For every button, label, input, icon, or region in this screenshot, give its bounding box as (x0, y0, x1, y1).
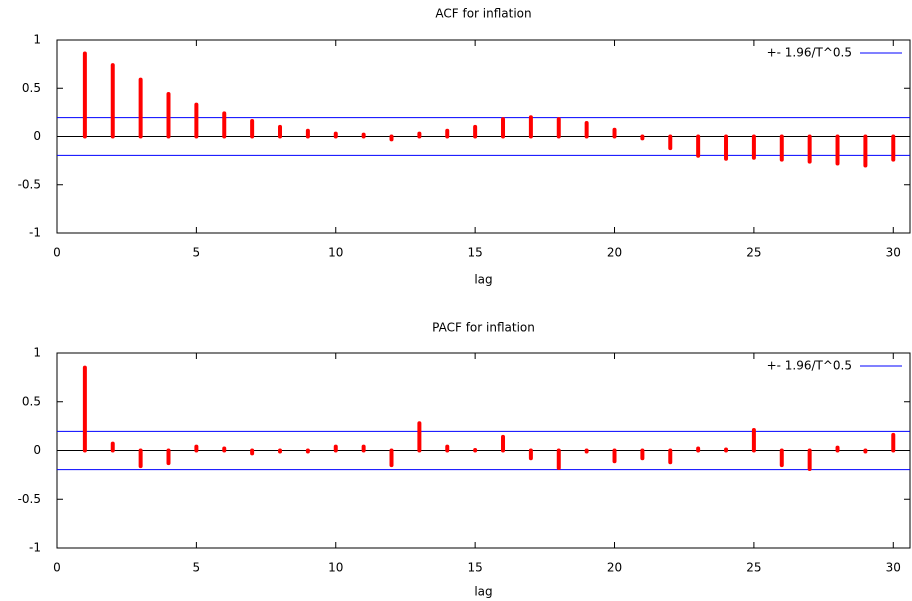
y-tick-label: 1 (33, 33, 41, 47)
x-tick-label: 30 (886, 561, 901, 575)
y-tick-label: 0.5 (22, 81, 41, 95)
y-tick-label: -1 (29, 226, 41, 240)
y-tick-label: 0 (33, 129, 41, 143)
x-tick-label: 0 (53, 246, 61, 260)
x-tick-label: 5 (193, 561, 201, 575)
y-tick-label: -0.5 (18, 492, 41, 506)
x-axis-label: lag (474, 585, 492, 599)
chart-title: PACF for inflation (432, 321, 535, 335)
y-tick-label: 0 (33, 443, 41, 457)
x-tick-label: 10 (328, 246, 343, 260)
x-tick-label: 10 (328, 561, 343, 575)
x-tick-label: 25 (746, 561, 761, 575)
x-tick-label: 20 (607, 561, 622, 575)
y-tick-label: 1 (33, 346, 41, 360)
chart-title: ACF for inflation (435, 7, 531, 21)
x-tick-label: 20 (607, 246, 622, 260)
x-tick-label: 15 (467, 561, 482, 575)
y-tick-label: 0.5 (22, 394, 41, 408)
x-tick-label: 0 (53, 561, 61, 575)
x-tick-label: 25 (746, 246, 761, 260)
y-tick-label: -1 (29, 541, 41, 555)
x-tick-label: 30 (886, 246, 901, 260)
legend-label: +- 1.96/T^0.5 (767, 46, 852, 60)
legend-label: +- 1.96/T^0.5 (767, 359, 852, 373)
x-tick-label: 15 (467, 246, 482, 260)
y-tick-label: -0.5 (18, 177, 41, 191)
x-tick-label: 5 (193, 246, 201, 260)
x-axis-label: lag (474, 273, 492, 287)
